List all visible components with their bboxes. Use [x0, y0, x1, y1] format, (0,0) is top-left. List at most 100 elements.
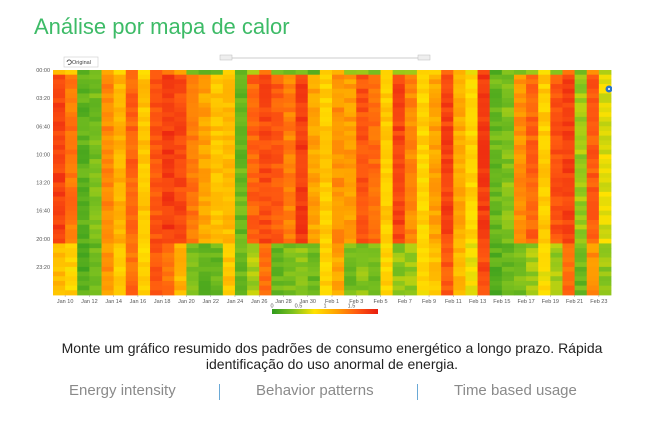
heatmap-cell — [210, 93, 224, 99]
heatmap-cell — [186, 266, 199, 272]
heatmap-cell — [137, 88, 151, 94]
heatmap-cell — [125, 98, 139, 104]
heatmap-cell — [429, 159, 442, 165]
heatmap-cell — [234, 285, 248, 291]
heatmap-cell — [501, 248, 515, 254]
info-icon[interactable] — [605, 85, 613, 93]
heatmap-cell — [271, 210, 284, 216]
heatmap-cell — [489, 201, 503, 207]
heatmap-cell — [89, 285, 102, 291]
heatmap-cell — [283, 98, 297, 104]
heatmap-cell — [247, 130, 260, 137]
heatmap-cell — [137, 191, 151, 197]
heatmap-cell — [125, 280, 139, 287]
heatmap-cell — [380, 280, 394, 287]
heatmap-cell — [586, 229, 600, 235]
heatmap-cell — [513, 196, 527, 202]
heatmap-cell — [380, 234, 394, 240]
heatmap-cell — [186, 243, 199, 249]
heatmap-cell — [368, 266, 381, 272]
heatmap-cell — [174, 154, 187, 160]
heatmap-cell — [247, 196, 260, 202]
heatmap-cell — [598, 145, 612, 151]
heatmap-cell — [598, 271, 612, 277]
heatmap-cell — [113, 285, 127, 291]
heatmap-cell — [429, 88, 442, 94]
heatmap-cell — [234, 126, 248, 132]
caption: Monte um gráfico resumido dos padrões de… — [0, 340, 664, 372]
tab-energy-intensity[interactable]: Energy intensity — [69, 382, 176, 399]
heatmap-cell — [150, 112, 163, 118]
heatmap-cell — [307, 88, 321, 94]
heatmap-cell — [538, 84, 551, 90]
heatmap-cell — [441, 177, 454, 183]
heatmap-cell — [295, 205, 309, 212]
heatmap-cell — [77, 285, 90, 291]
heatmap-cell — [174, 126, 187, 132]
heatmap-cell — [65, 93, 78, 99]
heatmap-cell — [404, 93, 418, 99]
heatmap-cell — [150, 257, 163, 263]
heatmap-cell — [501, 149, 515, 155]
heatmap-cell — [356, 149, 369, 155]
heatmap-cell — [283, 238, 297, 244]
heatmap-cell — [137, 257, 151, 263]
heatmap-cell — [465, 70, 478, 76]
heatmap-cell — [174, 252, 187, 258]
heatmap-cell — [477, 130, 491, 137]
zoom-range-handle[interactable] — [219, 54, 431, 61]
heatmap-cell — [150, 234, 163, 240]
heatmap-cell — [247, 112, 260, 118]
heatmap-cell — [307, 140, 321, 146]
heatmap-cell — [150, 107, 163, 113]
heatmap-cell — [247, 173, 260, 179]
heatmap-cell — [429, 102, 442, 108]
heatmap-cell — [283, 191, 297, 197]
heatmap-cell — [489, 98, 503, 104]
heatmap-cell — [101, 84, 115, 90]
heatmap-cell — [513, 271, 527, 277]
heatmap-cell — [259, 257, 272, 263]
heatmap-cell — [283, 177, 297, 183]
heatmap-cell — [271, 98, 284, 104]
tab-behavior-patterns[interactable]: Behavior patterns — [256, 382, 374, 399]
heatmap-cell — [598, 257, 612, 263]
heatmap-cell — [65, 107, 78, 113]
heatmap-cell — [513, 285, 527, 291]
heatmap-cell — [65, 88, 78, 94]
original-button[interactable]: Original — [63, 56, 99, 68]
heatmap-cell — [598, 126, 612, 132]
heatmap-cell — [89, 215, 102, 221]
heatmap-cell — [307, 248, 321, 254]
heatmap-cell — [526, 102, 539, 108]
heatmap-cell — [53, 280, 66, 287]
heatmap-cell — [53, 88, 66, 94]
heatmap-cell — [198, 149, 212, 155]
heatmap-cell — [513, 173, 527, 179]
heatmap-cell — [234, 177, 248, 183]
heatmap-cell — [259, 187, 272, 193]
heatmap-cell — [319, 196, 333, 202]
heatmap-cell — [332, 159, 345, 165]
heatmap-cell — [198, 187, 212, 193]
x-tick-label: Jan 14 — [105, 299, 122, 305]
heatmap-cell — [344, 187, 357, 193]
heatmap-cell — [125, 257, 139, 263]
heatmap-cell — [513, 243, 527, 249]
heatmap-cell — [259, 145, 272, 151]
heatmap-cell — [113, 135, 127, 141]
heatmap-cell — [429, 191, 442, 197]
heatmap-cell — [368, 276, 381, 282]
heatmap-cell — [465, 163, 478, 169]
heatmap-cell — [501, 74, 515, 80]
heatmap-cell — [404, 252, 418, 258]
heatmap-cell — [89, 271, 102, 277]
heatmap-cell — [101, 126, 115, 132]
heatmap-cell — [380, 154, 394, 160]
heatmap-cell — [89, 112, 102, 118]
heatmap-cell — [392, 266, 406, 272]
heatmap-cell — [441, 79, 454, 85]
heatmap-cell — [186, 238, 199, 244]
tab-time-based-usage[interactable]: Time based usage — [454, 382, 577, 399]
heatmap-cell — [477, 79, 491, 85]
